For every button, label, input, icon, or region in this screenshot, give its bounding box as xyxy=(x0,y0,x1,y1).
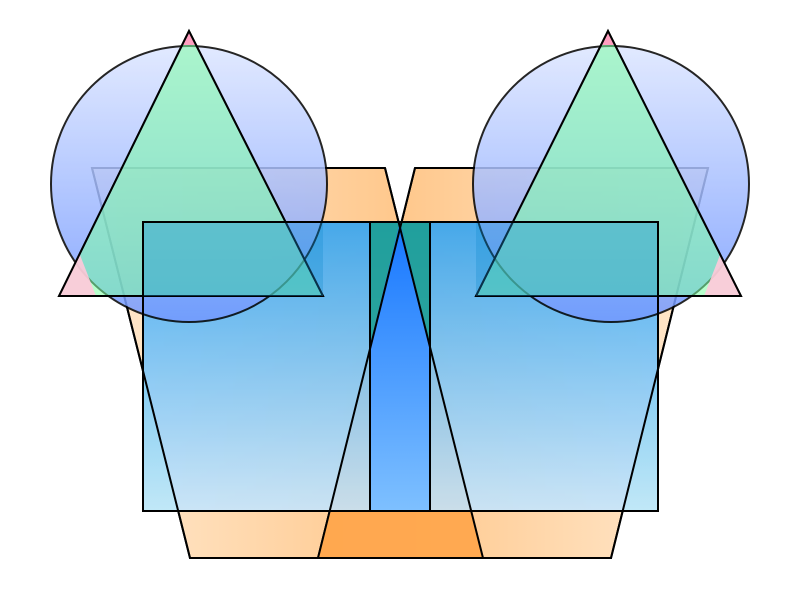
orange-trapezoid-right-edges xyxy=(316,167,709,559)
triangle-left-corner xyxy=(59,255,96,296)
blue-rectangle-outline xyxy=(142,221,659,512)
triangle-right-outline xyxy=(474,28,743,297)
triangle-left-tip xyxy=(183,31,195,45)
triangle-right-tip xyxy=(602,31,614,45)
center-column-blue xyxy=(370,222,430,511)
triangle-left-outline xyxy=(57,28,325,297)
overlap-band-right xyxy=(476,222,658,296)
triangle-right-corner xyxy=(704,255,741,296)
overlap-band-left xyxy=(143,222,323,296)
